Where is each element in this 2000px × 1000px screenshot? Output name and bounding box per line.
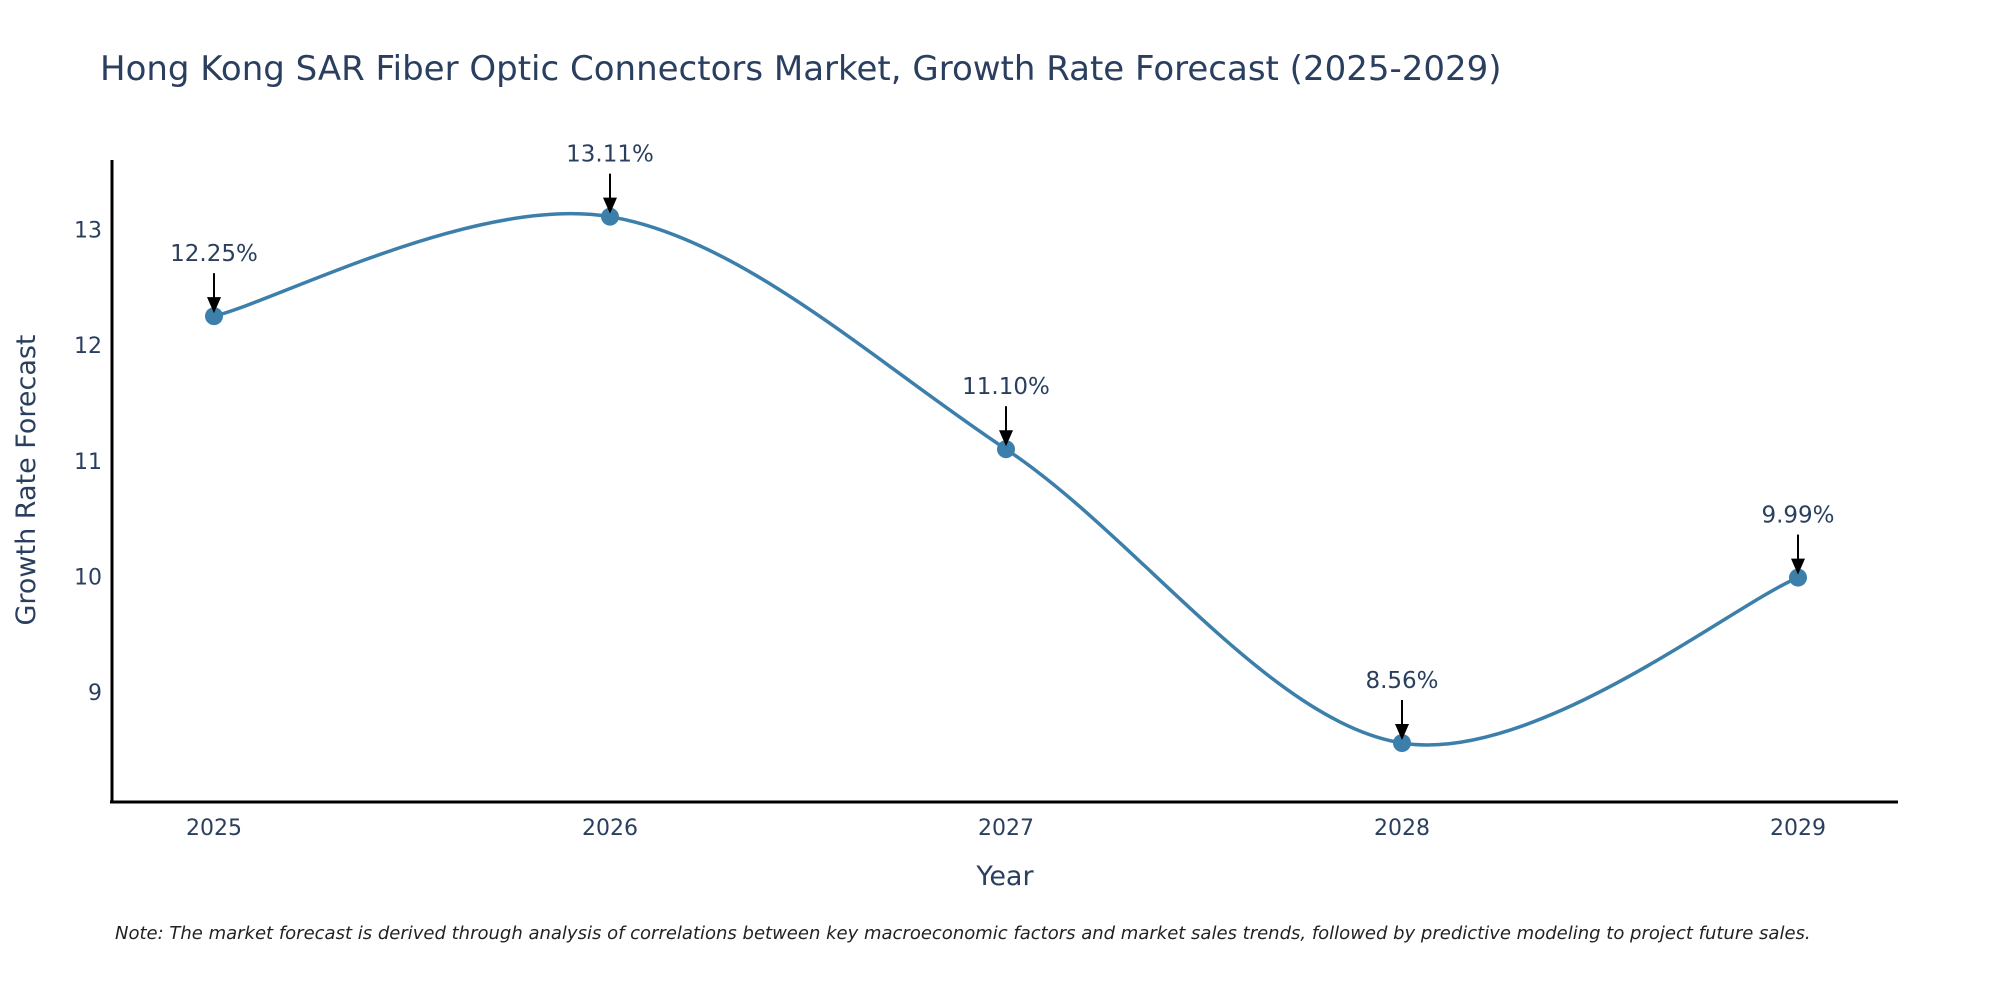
x-tick-label: 2026 xyxy=(582,816,638,841)
y-tick-labels: 9 10 11 12 13 xyxy=(74,218,102,706)
series-line xyxy=(213,211,1799,747)
annotation-arrow-head xyxy=(999,430,1013,447)
data-label: 13.11% xyxy=(566,142,654,168)
data-point xyxy=(1393,734,1411,753)
x-tick-label: 2025 xyxy=(186,816,242,841)
y-axis-title: Growth Rate Forecast xyxy=(11,334,42,625)
data-label: 9.99% xyxy=(1761,503,1834,529)
annotation-arrow-head xyxy=(1395,724,1409,741)
y-tick-label: 13 xyxy=(74,218,102,243)
y-tick-label: 10 xyxy=(74,565,102,590)
data-point xyxy=(205,307,223,326)
x-tick-label: 2029 xyxy=(1770,816,1826,841)
series-growth-rate xyxy=(205,207,1807,753)
data-label: 8.56% xyxy=(1365,668,1438,694)
annotation-arrow-head xyxy=(603,197,617,214)
x-axis-title: Year xyxy=(975,861,1034,892)
data-point xyxy=(601,207,619,226)
x-tick-labels: 2025 2026 2027 2028 2029 xyxy=(186,816,1826,841)
data-label: 11.10% xyxy=(962,374,1050,400)
chart-title: Hong Kong SAR Fiber Optic Connectors Mar… xyxy=(100,49,1502,89)
footnote: Note: The market forecast is derived thr… xyxy=(115,923,1811,944)
annotation-arrow-head xyxy=(207,297,221,314)
x-tick-label: 2027 xyxy=(978,816,1034,841)
data-point xyxy=(1789,568,1807,587)
y-tick-label: 11 xyxy=(74,450,102,475)
annotation-arrow-head xyxy=(1791,558,1805,575)
x-tick-label: 2028 xyxy=(1374,816,1430,841)
data-label: 12.25% xyxy=(170,241,258,267)
data-point xyxy=(997,440,1015,459)
data-annotations: 12.25% 13.11% 11.10% 8.56% 9.99% xyxy=(170,142,1835,741)
axes xyxy=(110,160,1898,804)
y-tick-label: 9 xyxy=(88,681,102,706)
y-tick-label: 12 xyxy=(74,334,102,359)
